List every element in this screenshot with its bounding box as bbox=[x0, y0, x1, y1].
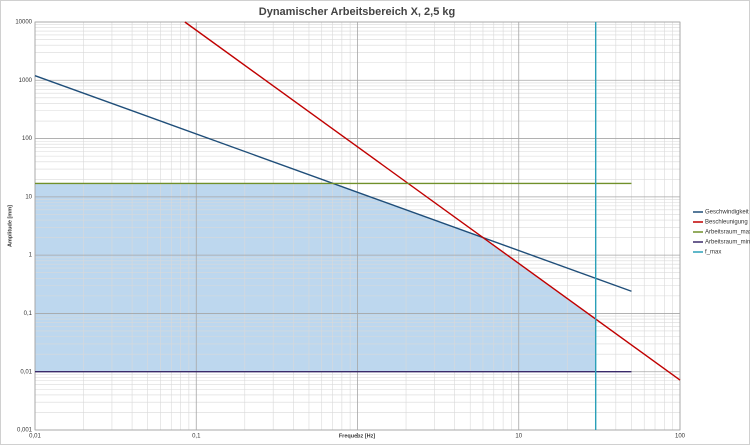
y-axis-label: Amplitude [mm] bbox=[7, 205, 13, 247]
y-tick-label: 0,01 bbox=[20, 369, 32, 375]
y-tick-label: 0,001 bbox=[17, 428, 33, 434]
legend-label: Arbeitsraum_max bbox=[705, 230, 750, 236]
x-tick-label: 0,1 bbox=[192, 434, 201, 440]
y-tick-label: 1 bbox=[29, 253, 33, 259]
x-tick-label: 0,01 bbox=[29, 434, 41, 440]
y-tick-label: 100 bbox=[22, 136, 33, 142]
plot-border bbox=[34, 21, 681, 431]
legend-label: Arbeitsraum_min bbox=[705, 240, 750, 246]
x-tick-label: 100 bbox=[675, 434, 686, 440]
legend-label: f_max bbox=[705, 250, 721, 256]
y-tick-label: 10000 bbox=[15, 20, 32, 26]
series-line bbox=[184, 21, 681, 381]
x-tick-label: 1 bbox=[356, 434, 360, 440]
x-tick-label: 10 bbox=[515, 434, 522, 440]
legend-label: Beschleunigung bbox=[705, 220, 748, 226]
chart-title: Dynamischer Arbeitsbereich X, 2,5 kg bbox=[259, 6, 455, 18]
legend-label: Geschwindigkeit bbox=[705, 210, 749, 216]
y-tick-label: 1000 bbox=[19, 78, 33, 84]
x-axis-label: Frequenz [Hz] bbox=[339, 433, 376, 439]
y-tick-label: 0,1 bbox=[24, 311, 33, 317]
y-tick-label: 10 bbox=[25, 194, 32, 200]
